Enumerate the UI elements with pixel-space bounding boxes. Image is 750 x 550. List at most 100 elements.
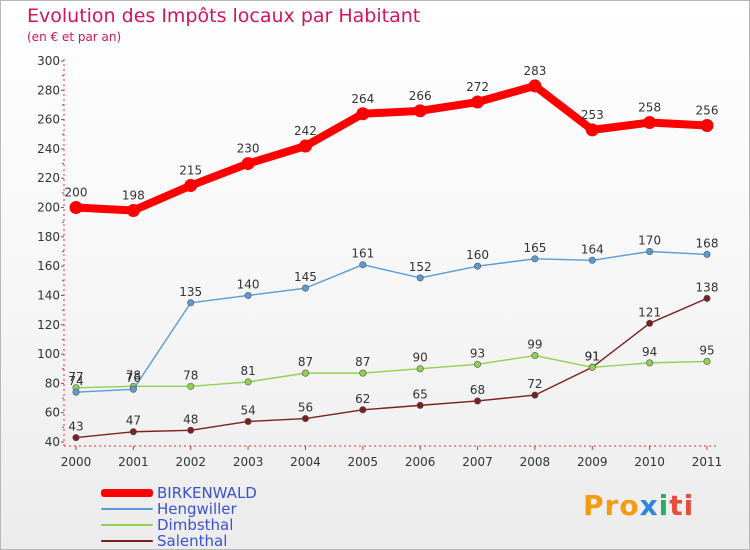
data-label: 253 [581,108,604,122]
x-tick-label: 2003 [233,455,264,469]
data-point [528,79,542,93]
logo-part-1: Pro [583,489,640,522]
data-point [703,294,711,302]
y-tick-label: 140 [37,288,60,302]
legend-swatch [101,489,153,497]
x-tick-label: 2008 [520,455,551,469]
data-label: 95 [699,343,714,357]
data-point [703,357,711,365]
data-label: 76 [126,371,141,385]
series-line-dimbsthal [75,354,708,389]
data-label: 272 [466,80,489,94]
data-label: 266 [409,89,432,103]
data-label: 90 [413,351,428,365]
data-point [646,359,654,367]
x-tick-label: 2000 [61,455,92,469]
data-point [471,95,485,109]
data-label: 170 [638,234,661,248]
y-tick-label: 300 [37,54,60,68]
data-point [301,369,309,377]
data-point [413,104,427,118]
data-point [69,201,83,215]
data-label: 91 [585,349,600,363]
data-point [359,369,367,377]
data-label: 87 [298,355,313,369]
data-point [643,116,657,130]
data-point [585,123,599,137]
data-label: 68 [470,383,485,397]
data-label: 145 [294,270,317,284]
data-label: 65 [413,387,428,401]
data-label: 215 [179,164,202,178]
y-tick-label: 160 [37,259,60,273]
legend-swatch [101,524,153,526]
data-label: 161 [351,247,374,261]
logo-part-2: x [639,489,659,522]
data-label: 47 [126,414,141,428]
y-tick-label: 180 [37,230,60,244]
chart-legend: BIRKENWALD Hengwiller Dimbsthal Salenthal [101,484,257,549]
data-label: 121 [638,305,661,319]
data-point [241,157,255,171]
data-label: 258 [638,101,661,115]
data-label: 283 [523,64,546,78]
data-label: 256 [696,103,719,117]
x-tick-label: 2004 [290,455,321,469]
y-tick-label: 220 [37,171,60,185]
data-point [72,388,80,396]
data-label: 242 [294,124,317,138]
data-label: 94 [642,345,657,359]
data-label: 77 [68,370,83,384]
data-point [416,401,424,409]
data-point [703,250,711,258]
data-label: 56 [298,401,313,415]
data-point [72,434,80,442]
legend-label: BIRKENWALD [157,484,257,502]
legend-label: Hengwiller [157,500,237,518]
data-point [244,291,252,299]
data-point [184,179,198,193]
chart-title: Evolution des Impôts locaux par Habitant [27,5,421,27]
data-label: 43 [68,420,83,434]
x-tick-label: 2011 [692,455,723,469]
legend-label: Dimbsthal [157,516,234,534]
data-point [359,406,367,414]
data-label: 72 [527,377,542,391]
y-tick-label: 260 [37,113,60,127]
data-point [187,299,195,307]
data-label: 81 [240,364,255,378]
y-tick-label: 120 [37,318,60,332]
data-point [416,365,424,373]
data-point [700,118,714,132]
data-label: 87 [355,355,370,369]
data-point [187,382,195,390]
x-tick-label: 2010 [634,455,665,469]
series-line-birkenwald [72,81,711,215]
series-line-salenthal [75,297,708,439]
data-point [244,378,252,386]
data-label: 91 [585,349,600,363]
logo-part-4: ti [669,489,695,522]
data-label: 152 [409,260,432,274]
series-line-hengwiller [75,250,708,393]
legend-item: Salenthal [101,532,257,549]
data-point [244,417,252,425]
y-tick-label: 280 [37,83,60,97]
y-tick-label: 200 [37,201,60,215]
x-tick-label: 2005 [348,455,379,469]
y-tick-label: 60 [45,406,60,420]
data-point [474,262,482,270]
legend-swatch [101,540,153,542]
data-point [531,255,539,263]
data-point [416,274,424,282]
chart-subtitle: (en € et par an) [27,30,122,44]
data-point [301,415,309,423]
x-tick-label: 2009 [577,455,608,469]
data-label: 165 [523,241,546,255]
data-point [129,428,137,436]
y-tick-label: 80 [45,376,60,390]
data-point [359,261,367,269]
data-point [588,363,596,371]
y-tick-label: 40 [45,435,60,449]
